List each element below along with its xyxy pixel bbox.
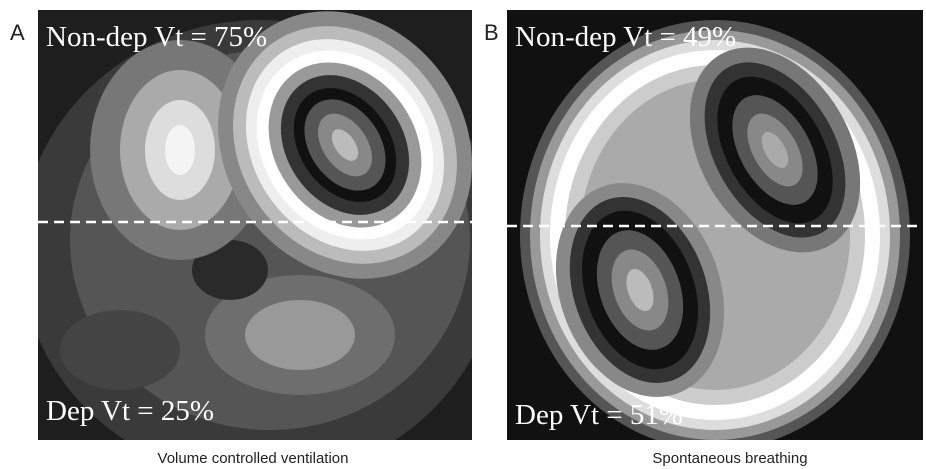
caption: Volume controlled ventilation [158,450,349,467]
panel-label: B [484,20,499,45]
eit-image-b [507,10,923,450]
caption: Spontaneous breathing [652,450,807,467]
bottom-text: Dep Vt = 51% [515,399,683,431]
top-text: Non-dep Vt = 75% [46,21,267,53]
top-text: Non-dep Vt = 49% [515,21,736,53]
figure: A Non-dep Vt = 75% Dep Vt = 25% Volume c… [0,0,926,469]
panel-label: A [10,20,25,45]
bottom-text: Dep Vt = 25% [46,395,214,427]
page: A Non-dep Vt = 75% Dep Vt = 25% Volume c… [0,0,926,469]
